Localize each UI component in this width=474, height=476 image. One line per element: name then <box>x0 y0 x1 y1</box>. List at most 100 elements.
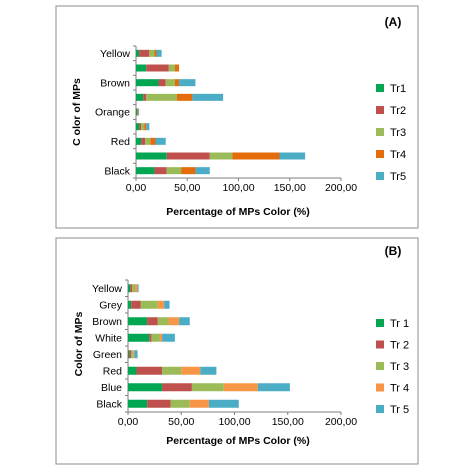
y-category-label: Blue <box>101 382 122 394</box>
bar-segment <box>139 123 142 131</box>
bar-segment <box>191 383 224 392</box>
x-tick-label: 50,00 <box>174 182 200 194</box>
panel-b-label: (B) <box>385 244 402 258</box>
bar-segment <box>149 49 155 57</box>
legend-swatch <box>376 150 384 158</box>
legend-swatch <box>376 84 384 92</box>
panel-a-plot: 0,00 50,00 100,00 150,00 200,00 Black Red Orang… <box>95 45 406 194</box>
bar-segment <box>174 79 180 87</box>
legend-swatch <box>376 172 384 180</box>
bar-segment <box>136 64 147 72</box>
legend-label: Tr 2 <box>390 340 409 352</box>
bar-segment <box>165 79 175 87</box>
bar-segment <box>140 300 158 309</box>
bar-segment <box>141 137 146 145</box>
bar-segment <box>128 383 163 392</box>
y-category-label: Yellow <box>92 283 122 295</box>
panel-a-label: (A) <box>385 15 402 29</box>
legend-swatch <box>376 340 384 349</box>
legend-label: Tr5 <box>390 171 406 183</box>
x-tick-label: 50,00 <box>168 416 194 428</box>
bar-segment <box>208 399 239 408</box>
bar-segment <box>181 366 201 375</box>
y-category-label: Brown <box>92 316 122 328</box>
legend-label: Tr 4 <box>390 383 409 395</box>
bar-segment <box>138 108 140 116</box>
bar-segment <box>157 317 169 326</box>
bar-segment <box>166 152 210 160</box>
bar-segment <box>131 300 141 309</box>
bar-segment <box>179 317 190 326</box>
bar-segment <box>136 366 163 375</box>
bar-segment <box>174 64 180 72</box>
bar-segment <box>136 137 142 145</box>
bar-segment <box>143 93 147 101</box>
x-tick-label: 150,00 <box>272 416 304 428</box>
panel-b-xlabel: Percentage of MPs Color (%) <box>166 435 310 447</box>
bar-segment <box>128 300 132 309</box>
bar-segment <box>151 333 160 342</box>
y-category-label: Orange <box>95 107 130 119</box>
bar-segment <box>166 167 182 175</box>
legend-label: Tr 5 <box>390 404 409 416</box>
bar-segment <box>136 167 155 175</box>
y-category-label: Yellow <box>100 48 130 60</box>
bar-segment <box>136 123 140 131</box>
bar-segment <box>128 350 130 359</box>
y-category-label: Red <box>103 365 122 377</box>
x-tick-label: 200,00 <box>325 416 357 428</box>
bar-segment <box>257 383 290 392</box>
legend-label: Tr3 <box>390 127 406 139</box>
panel-a-xlabel: Percentage of MPs Color (%) <box>166 206 310 218</box>
bar-segment <box>141 123 145 131</box>
bar-segment <box>170 399 190 408</box>
panel-b-border <box>55 237 419 465</box>
legend-swatch <box>376 383 384 392</box>
y-category-label: Brown <box>100 77 130 89</box>
bar-segment <box>136 152 167 160</box>
bar-segment <box>149 333 152 342</box>
bar-segment <box>150 137 156 145</box>
bar-segment <box>162 366 182 375</box>
y-category-label: White <box>95 332 122 344</box>
bar-segment <box>168 64 175 72</box>
bar-segment <box>136 108 138 116</box>
bar-segment <box>179 79 196 87</box>
bar-segment <box>128 317 148 326</box>
legend-label: Tr2 <box>390 105 406 117</box>
legend-swatch <box>376 319 384 327</box>
bar-segment <box>147 399 171 408</box>
legend-swatch <box>376 128 384 136</box>
bar-segment <box>146 93 177 101</box>
panel-b-plot: 0,00 50,00 100,00 150,00 200,00 Black Blue Red G… <box>92 279 409 428</box>
bar-segment <box>136 49 140 57</box>
x-tick-label: 200,00 <box>325 182 357 194</box>
bar-segment <box>129 350 132 359</box>
bar-segment <box>154 167 167 175</box>
bar-segment <box>155 137 166 145</box>
legend-label: Tr1 <box>390 83 406 95</box>
legend-label: Tr 1 <box>390 318 409 330</box>
bar-segment <box>135 284 138 293</box>
x-tick-label: 0,00 <box>118 416 139 428</box>
bar-segment <box>137 108 138 116</box>
bar-segment <box>130 284 133 293</box>
y-category-label: Green <box>93 349 122 361</box>
bar-segment <box>154 49 157 57</box>
bar-segment <box>136 79 159 87</box>
bar-segment <box>145 137 151 145</box>
bar-segment <box>168 317 180 326</box>
legend-swatch <box>376 405 384 413</box>
bar-segment <box>189 399 209 408</box>
y-category-label: Red <box>111 136 130 148</box>
bar-segment <box>232 152 280 160</box>
y-category-label: Black <box>96 398 122 410</box>
y-category-label: Black <box>104 165 130 177</box>
bar-segment <box>131 350 134 359</box>
bar-segment <box>159 333 163 342</box>
bar-segment <box>144 123 147 131</box>
panel-b-ylabel: Color of MPs <box>73 311 85 376</box>
x-tick-label: 100,00 <box>218 416 250 428</box>
legend-swatch <box>376 106 384 114</box>
